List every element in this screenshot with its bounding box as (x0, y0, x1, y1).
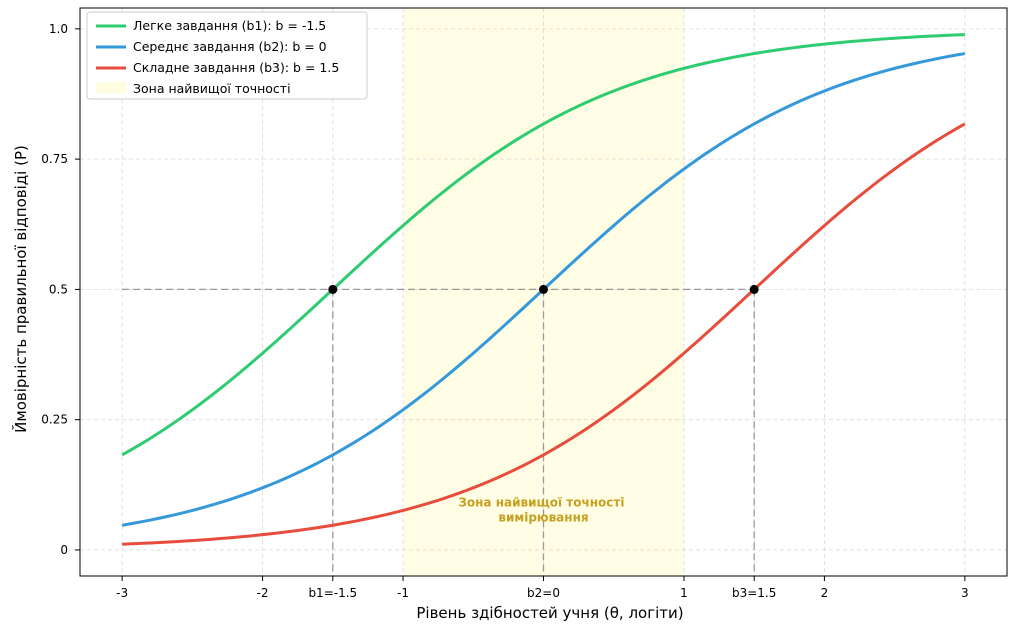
x-tick-label-5: 1 (680, 586, 688, 600)
x-axis-label: Рівень здібностей учня (θ, логіти) (416, 604, 683, 622)
x-tick-label-1: -2 (257, 586, 269, 600)
zone-note: Зона найвищої точності вимірювання (458, 495, 628, 524)
difficulty-point-1 (539, 284, 548, 294)
x-tick-label-7: 2 (821, 586, 829, 600)
y-axis-ticks: 0 0.25 0.5 0.75 1.0 (41, 22, 80, 557)
y-axis-label: Ймовірність правильної відповіді (P) (11, 145, 30, 433)
x-axis-ticks: -3 -2 b1=-1.5 -1 b2=0 1 b3=1.5 2 3 (116, 576, 969, 600)
legend-label-medium: Середнє завдання (b2): b = 0 (133, 39, 327, 54)
legend-label-hard: Складне завдання (b3): b = 1.5 (133, 60, 339, 75)
zone-note-line-1: Зона найвищої точності (458, 495, 624, 509)
y-tick-label-1: 0.25 (41, 413, 68, 427)
legend-label-easy: Легке завдання (b1): b = -1.5 (133, 18, 326, 33)
y-tick-label-4: 1.0 (49, 22, 68, 36)
difficulty-point-2 (749, 284, 759, 294)
series-line-easy (121, 33, 965, 457)
y-tick-label-3: 0.75 (41, 152, 68, 166)
reference-lines (122, 288, 755, 576)
y-tick-label-2: 0.5 (49, 282, 68, 296)
difficulty-point-0 (328, 284, 338, 294)
legend-box (86, 11, 368, 100)
legend-swatch-zone (96, 82, 126, 93)
zone-note-line-2: вимірювання (498, 510, 588, 524)
legend-label-zone: Зона найвищої точності (133, 81, 291, 96)
x-tick-label-6: b3=1.5 (732, 586, 776, 600)
x-tick-label-8: 3 (961, 586, 969, 600)
grid (80, 8, 1007, 576)
series-line-hard (122, 122, 966, 546)
x-tick-label-0: -3 (116, 586, 128, 600)
x-tick-label-4: b2=0 (527, 586, 560, 600)
y-tick-label-0: 0 (60, 543, 68, 557)
reference-points (328, 284, 759, 294)
x-tick-label-2: b1=-1.5 (308, 586, 357, 600)
legend: Легке завдання (b1): b = -1.5 Середнє за… (86, 11, 368, 100)
x-tick-label-3: -1 (397, 586, 409, 600)
